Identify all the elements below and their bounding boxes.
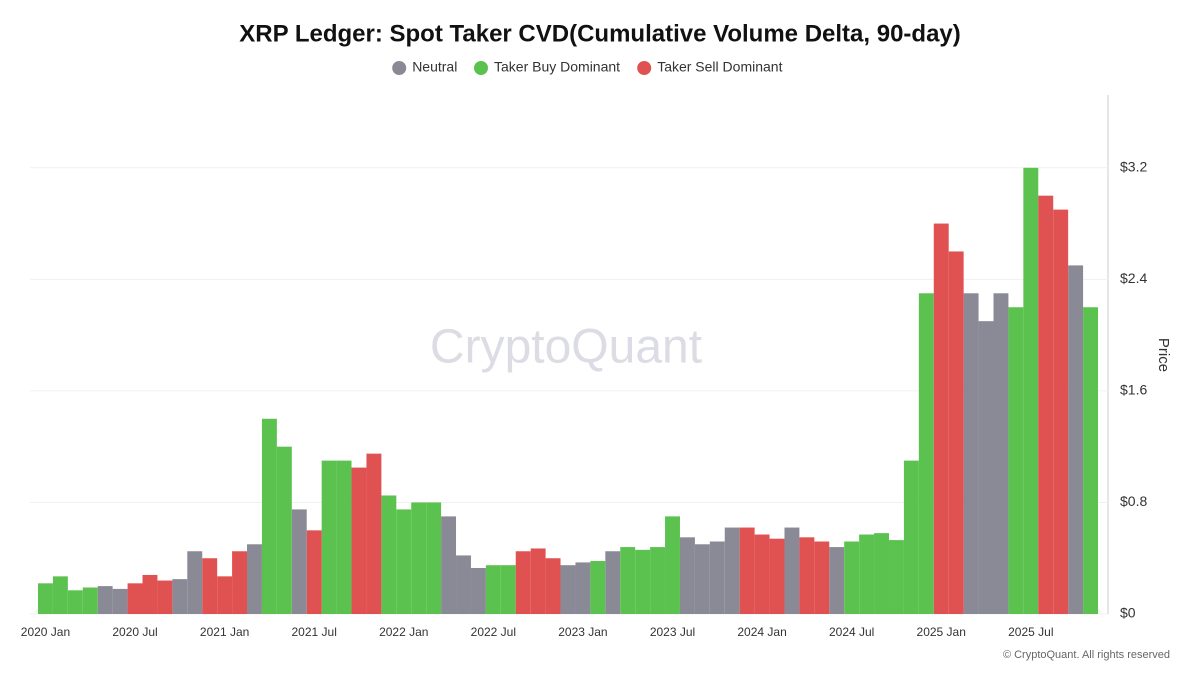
bar — [1008, 307, 1024, 614]
y-tick-label: $0.8 — [1120, 493, 1147, 509]
bar — [605, 551, 621, 614]
legend-marker — [392, 61, 407, 75]
bar — [784, 527, 800, 614]
bar — [291, 509, 307, 614]
bar — [485, 565, 501, 614]
bar — [620, 547, 636, 614]
bar — [1038, 195, 1054, 614]
bar — [993, 293, 1009, 614]
bar — [679, 537, 695, 614]
bar — [903, 460, 919, 614]
bar — [694, 544, 710, 614]
bar — [978, 321, 994, 614]
bar — [1083, 307, 1098, 614]
legend-label: Taker Buy Dominant — [494, 59, 620, 75]
bar — [470, 567, 486, 614]
bar — [754, 534, 770, 614]
bar — [82, 587, 98, 614]
bar — [441, 516, 457, 614]
y-tick-label: $0 — [1120, 605, 1136, 621]
bar — [351, 467, 367, 614]
bar — [739, 527, 755, 614]
bar — [963, 293, 979, 614]
bar — [859, 534, 875, 614]
x-tick-label: 2020 Jan — [21, 625, 70, 639]
x-tick-label: 2021 Jul — [292, 625, 337, 639]
bar — [67, 590, 83, 614]
bar — [933, 223, 949, 615]
bar — [172, 579, 188, 614]
bar — [127, 583, 143, 614]
bar — [142, 574, 158, 614]
bar — [500, 565, 516, 614]
legend-marker — [474, 61, 488, 75]
bar — [769, 538, 785, 614]
bar — [575, 562, 591, 614]
bar — [336, 460, 352, 614]
bar — [650, 547, 666, 614]
x-tick-label: 2023 Jan — [558, 625, 607, 639]
bar — [724, 527, 740, 614]
bar — [948, 251, 964, 614]
y-tick-label: $1.6 — [1120, 382, 1147, 398]
x-tick-label: 2022 Jan — [379, 625, 428, 639]
x-tick-label: 2020 Jul — [112, 625, 157, 639]
x-tick-label: 2023 Jul — [650, 625, 695, 639]
bar — [321, 460, 337, 614]
x-tick-label: 2021 Jan — [200, 625, 249, 639]
x-tick-label: 2025 Jan — [917, 625, 966, 639]
bar — [1023, 167, 1039, 614]
bar — [590, 561, 606, 614]
y-tick-label: $3.2 — [1120, 158, 1147, 174]
bar — [814, 541, 830, 614]
y-tick-label: $2.4 — [1120, 270, 1147, 286]
bar — [276, 446, 292, 614]
legend-label: Neutral — [412, 59, 457, 75]
footer: © CryptoQuant. All rights reserved — [1003, 649, 1170, 661]
bar — [799, 537, 815, 614]
bar — [232, 551, 248, 614]
bar — [456, 555, 471, 614]
bar — [38, 583, 53, 614]
bar — [306, 530, 322, 614]
bar — [426, 502, 442, 614]
bar — [560, 565, 576, 614]
bar — [844, 541, 860, 614]
legend-label: Taker Sell Dominant — [657, 59, 782, 75]
bar — [396, 509, 412, 614]
bar — [874, 533, 889, 614]
bar — [515, 551, 531, 614]
bar — [157, 580, 173, 614]
bar — [187, 551, 203, 614]
chart-title: XRP Ledger: Spot Taker CVD(Cumulative Vo… — [239, 20, 961, 47]
bar — [530, 548, 546, 614]
bar — [829, 547, 845, 614]
bar — [411, 502, 427, 614]
bar — [381, 495, 397, 614]
bar — [545, 558, 561, 614]
bar — [112, 588, 128, 614]
x-tick-label: 2025 Jul — [1008, 625, 1053, 639]
bar — [1068, 265, 1084, 614]
bar — [247, 544, 262, 614]
bar — [217, 576, 233, 614]
bar — [635, 549, 651, 614]
x-tick-label: 2024 Jul — [829, 625, 874, 639]
bar — [709, 541, 725, 614]
bar — [97, 586, 113, 614]
bar — [888, 540, 904, 614]
y-axis-label: Price — [1155, 338, 1172, 372]
bar — [261, 418, 277, 614]
x-tick-label: 2022 Jul — [471, 625, 516, 639]
bar — [366, 453, 382, 614]
bar — [1053, 209, 1069, 614]
bar — [665, 516, 680, 614]
bar — [202, 558, 218, 614]
x-tick-label: 2024 Jan — [737, 625, 786, 639]
watermark: CryptoQuant — [430, 321, 702, 374]
bar — [918, 293, 934, 614]
legend-marker — [637, 61, 652, 75]
bar — [52, 576, 68, 614]
